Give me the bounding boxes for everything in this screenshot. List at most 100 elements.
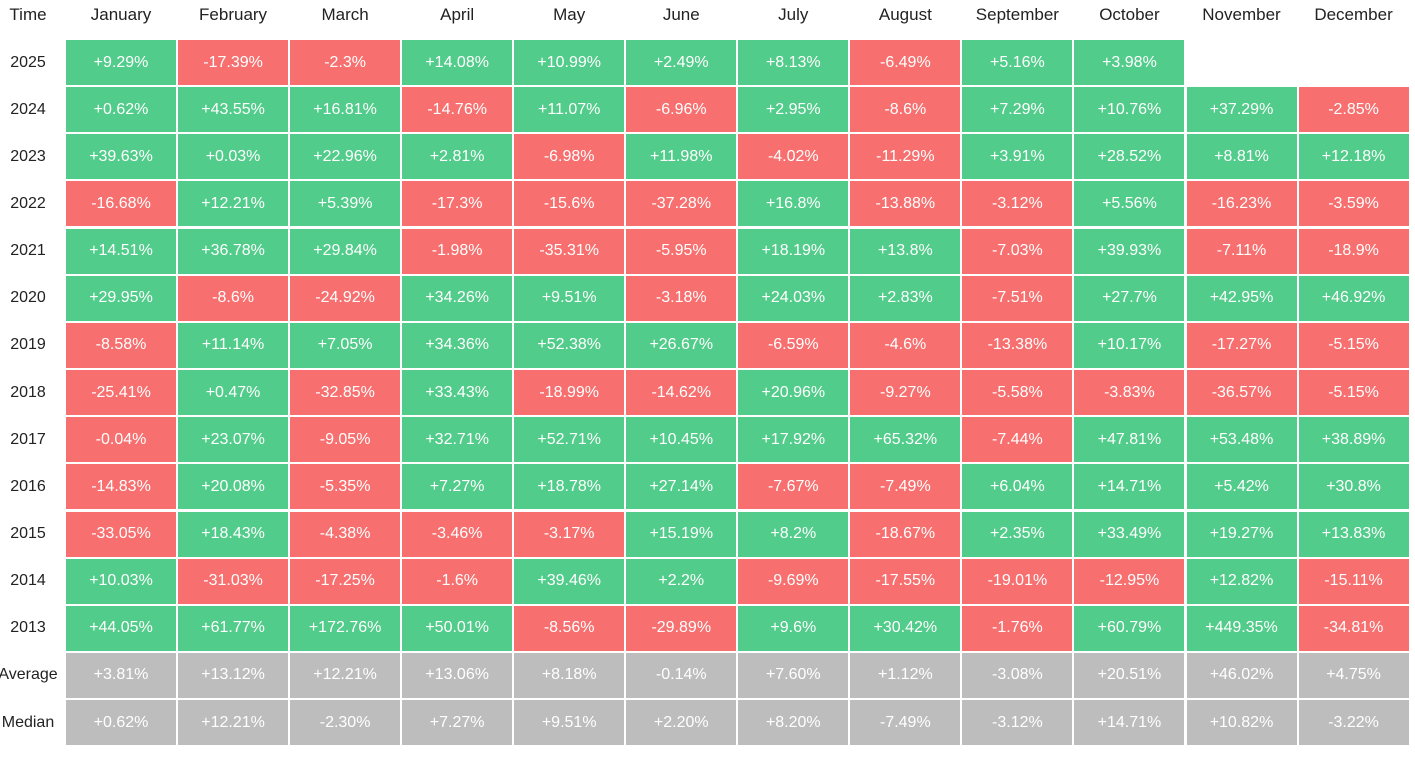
return-cell: +2.35% xyxy=(962,511,1073,557)
summary-cell: +4.75% xyxy=(1298,652,1409,698)
return-cell: -31.03% xyxy=(178,558,289,604)
return-cell: -4.38% xyxy=(290,511,401,557)
return-cell: +38.89% xyxy=(1298,417,1409,463)
return-cell: -6.98% xyxy=(514,134,625,180)
return-cell: -37.28% xyxy=(626,181,737,227)
return-cell: -25.41% xyxy=(66,370,176,416)
return-cell: +61.77% xyxy=(178,605,289,651)
return-cell: +11.98% xyxy=(626,134,737,180)
return-cell: +7.27% xyxy=(402,464,513,510)
return-cell: +3.98% xyxy=(1074,40,1185,85)
month-header: November xyxy=(1202,5,1281,24)
return-cell: +28.52% xyxy=(1074,134,1185,180)
return-cell: +20.96% xyxy=(738,370,849,416)
return-cell: +10.17% xyxy=(1074,322,1185,368)
return-cell: +0.62% xyxy=(66,87,176,133)
month-header: April xyxy=(440,5,475,24)
month-header: March xyxy=(321,5,369,24)
return-cell: -3.46% xyxy=(402,511,513,557)
return-cell: -36.57% xyxy=(1186,370,1297,416)
return-cell: -3.17% xyxy=(514,511,625,557)
return-cell: +12.82% xyxy=(1186,558,1297,604)
year-label: 2014 xyxy=(10,572,46,590)
header-label: Time xyxy=(9,5,47,24)
summary-cell: +10.82% xyxy=(1186,700,1297,746)
return-cell: -5.35% xyxy=(290,464,401,510)
return-cell: -13.88% xyxy=(850,181,961,227)
month-header: February xyxy=(199,5,268,24)
summary-cell: +20.51% xyxy=(1074,652,1185,698)
return-cell: +13.83% xyxy=(1298,511,1409,557)
return-cell: +32.71% xyxy=(402,417,513,463)
return-cell: +36.78% xyxy=(178,228,289,274)
return-cell: -7.44% xyxy=(962,417,1073,463)
return-cell: +2.49% xyxy=(626,40,737,85)
month-header: January xyxy=(90,5,152,24)
return-cell: +11.07% xyxy=(514,87,625,133)
return-cell: +10.03% xyxy=(66,558,176,604)
year-label: 2022 xyxy=(10,194,46,212)
return-cell: -2.3% xyxy=(290,40,401,85)
return-cell: +11.14% xyxy=(178,322,289,368)
return-cell: +24.03% xyxy=(738,275,849,321)
year-label: 2021 xyxy=(10,242,46,260)
return-cell: -5.95% xyxy=(626,228,737,274)
return-cell: -15.11% xyxy=(1298,558,1409,604)
summary-cell: +12.21% xyxy=(290,652,401,698)
return-cell: +65.32% xyxy=(850,417,961,463)
return-cell: -9.05% xyxy=(290,417,401,463)
return-cell: +52.71% xyxy=(514,417,625,463)
return-cell: -7.51% xyxy=(962,275,1073,321)
return-cell: -3.18% xyxy=(626,275,737,321)
return-cell: +16.8% xyxy=(738,181,849,227)
summary-cell: +2.20% xyxy=(626,700,737,746)
return-cell: -4.02% xyxy=(738,134,849,180)
month-header: December xyxy=(1314,5,1393,24)
return-cell: +16.81% xyxy=(290,87,401,133)
return-cell: +12.18% xyxy=(1298,134,1409,180)
return-cell: +60.79% xyxy=(1074,605,1185,651)
return-cell: -9.27% xyxy=(850,370,961,416)
return-cell: -5.15% xyxy=(1298,322,1409,368)
return-cell: -17.55% xyxy=(850,558,961,604)
return-cell: +14.51% xyxy=(66,228,176,274)
return-cell: +20.08% xyxy=(178,464,289,510)
summary-cell: +7.60% xyxy=(738,652,849,698)
return-cell: -9.69% xyxy=(738,558,849,604)
summary-cell: +8.18% xyxy=(514,652,625,698)
return-cell: +0.47% xyxy=(178,370,289,416)
return-cell: -2.85% xyxy=(1298,87,1409,133)
return-cell: -32.85% xyxy=(290,370,401,416)
return-cell: +43.55% xyxy=(178,87,289,133)
month-header: July xyxy=(778,5,809,24)
return-cell: +18.43% xyxy=(178,511,289,557)
return-cell: -6.59% xyxy=(738,322,849,368)
return-cell: -14.83% xyxy=(66,464,176,510)
return-cell: -24.92% xyxy=(290,275,401,321)
return-cell: -18.99% xyxy=(514,370,625,416)
summary-cell: +1.12% xyxy=(850,652,961,698)
month-header: May xyxy=(553,5,586,24)
return-cell: +23.07% xyxy=(178,417,289,463)
year-label: 2023 xyxy=(10,147,46,165)
return-cell: +2.83% xyxy=(850,275,961,321)
return-cell: +13.8% xyxy=(850,228,961,274)
return-cell: +6.04% xyxy=(962,464,1073,510)
return-cell: -3.83% xyxy=(1074,370,1185,416)
year-label: 2016 xyxy=(10,477,46,495)
return-cell: +44.05% xyxy=(66,605,176,651)
return-cell: +33.49% xyxy=(1074,511,1185,557)
return-cell: +26.67% xyxy=(626,322,737,368)
return-cell: +14.08% xyxy=(402,40,513,85)
return-cell: +8.81% xyxy=(1186,134,1297,180)
return-cell: +47.81% xyxy=(1074,417,1185,463)
year-label: 2019 xyxy=(10,336,46,354)
month-header: August xyxy=(878,5,932,24)
return-cell: +8.13% xyxy=(738,40,849,85)
return-cell: -34.81% xyxy=(1298,605,1409,651)
return-cell: +18.78% xyxy=(514,464,625,510)
return-cell: -1.76% xyxy=(962,605,1073,651)
return-cell: -5.58% xyxy=(962,370,1073,416)
return-cell: +39.63% xyxy=(66,134,176,180)
